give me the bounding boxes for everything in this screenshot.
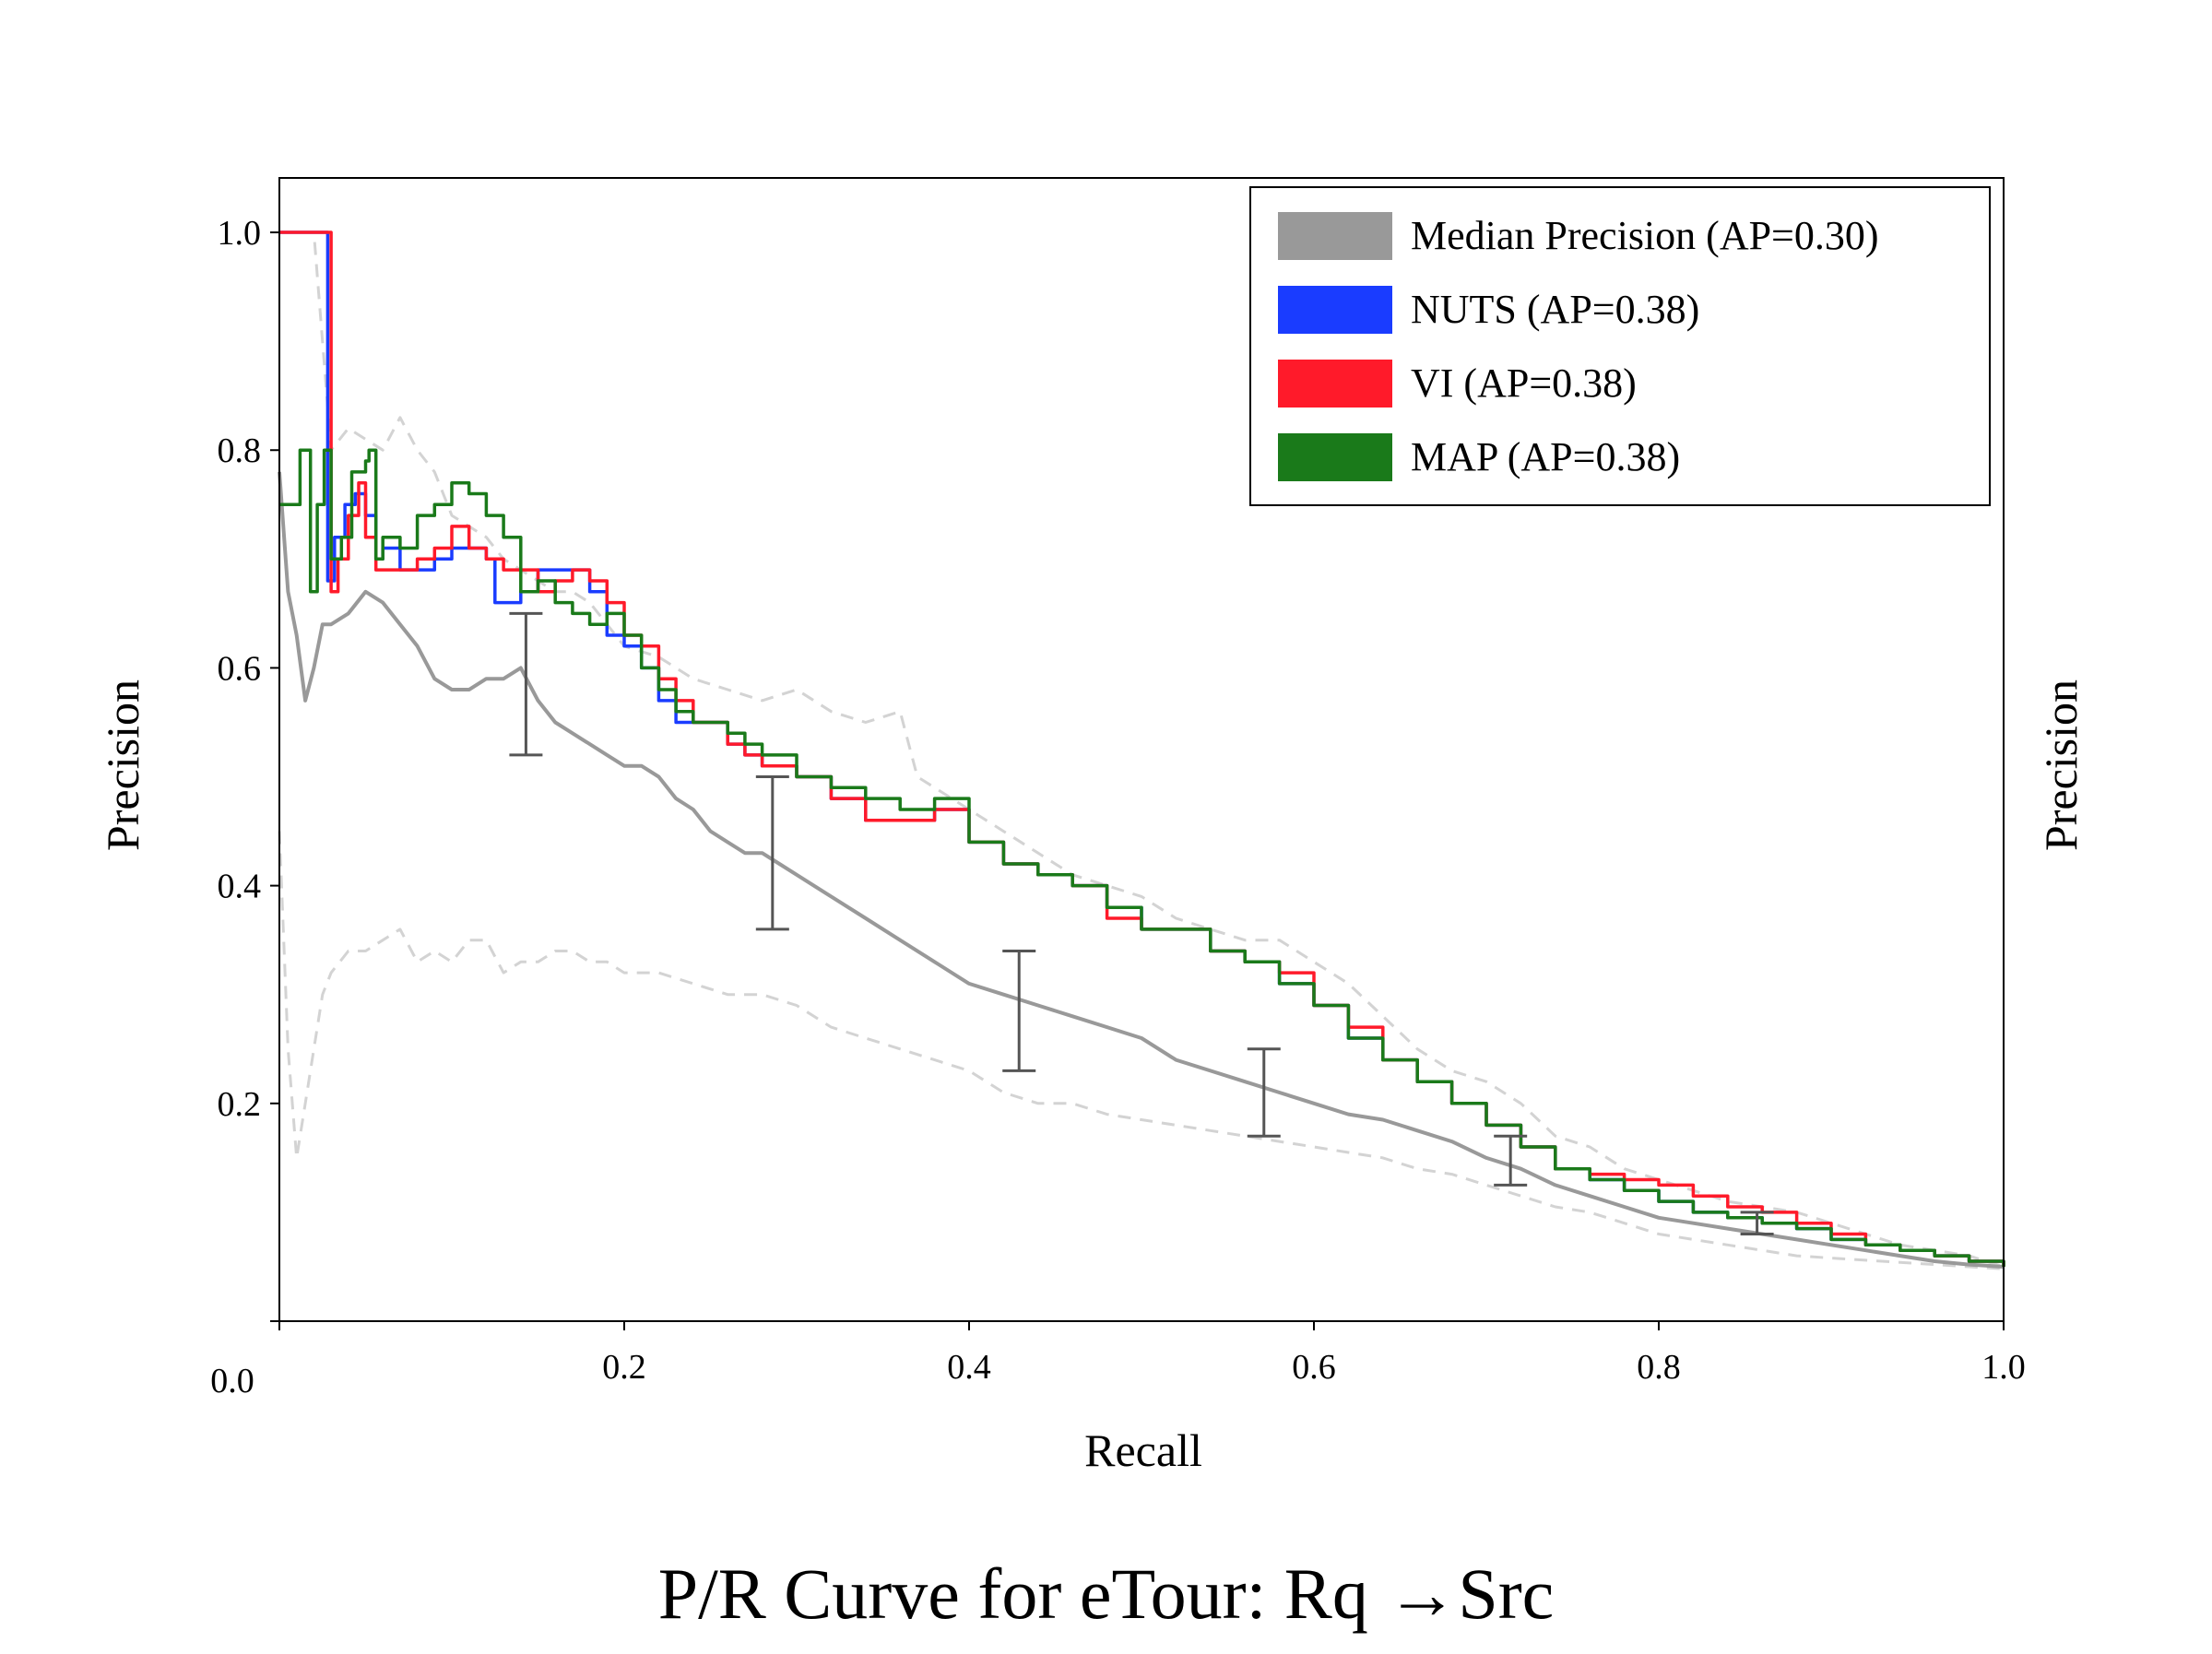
error-bar-5 (1740, 1211, 1774, 1236)
x-tick-label: 0.0 (210, 1362, 254, 1400)
bound-line-5 (278, 831, 2005, 1270)
legend: Median Precision (AP=0.30) NUTS (AP=0.38)… (1249, 186, 1991, 506)
x-tick-label: 0.8 (1637, 1348, 1681, 1387)
legend-label: VI (AP=0.38) (1411, 360, 1637, 406)
error-bar-3 (1247, 1047, 1281, 1138)
legend-swatch (1278, 360, 1392, 408)
error-bar-2 (1002, 949, 1036, 1072)
chart-title: P/R Curve for eTour: Rq →Src (657, 1554, 1555, 1634)
legend-label: Median Precision (AP=0.30) (1411, 213, 1879, 258)
error-bar-1 (755, 775, 789, 931)
y-tick-label: 0.8 (218, 431, 262, 470)
y-axis-ticks: 0.2 0.4 0.6 0.8 1.0 (218, 214, 279, 1322)
x-tick-label: 0.6 (1292, 1348, 1336, 1387)
x-tick-label: 0.2 (602, 1348, 646, 1387)
y-axis-label: Precision (97, 679, 148, 851)
legend-label: NUTS (AP=0.38) (1411, 287, 1699, 332)
series-line-3 (279, 448, 2005, 1267)
x-tick-label: 0.4 (947, 1348, 991, 1387)
series-line-0 (278, 471, 2005, 1269)
y-tick-label: 0.4 (218, 868, 262, 906)
series-layer (278, 230, 2005, 1270)
y-axis-label-right: Precision (2035, 679, 2087, 851)
error-bar-4 (1494, 1134, 1528, 1187)
y-tick-label: 1.0 (218, 214, 262, 253)
x-axis-label: Recall (1084, 1424, 1202, 1476)
legend-swatch (1278, 212, 1392, 260)
x-axis-ticks: 0.0 0.2 0.4 0.6 0.8 1.0 (210, 1321, 2026, 1400)
error-bar-0 (509, 611, 543, 757)
series-line-2 (279, 230, 2005, 1267)
legend-label: MAP (AP=0.38) (1411, 434, 1680, 479)
y-tick-label: 0.6 (218, 649, 262, 688)
x-tick-label: 1.0 (1981, 1348, 2026, 1387)
plot-frame (278, 177, 2005, 1322)
errorbar-layer (509, 611, 1774, 1236)
bound-line-4 (279, 230, 2005, 1269)
y-tick-label: 0.2 (218, 1085, 262, 1124)
legend-swatch (1278, 433, 1392, 481)
legend-swatch (1278, 286, 1392, 334)
